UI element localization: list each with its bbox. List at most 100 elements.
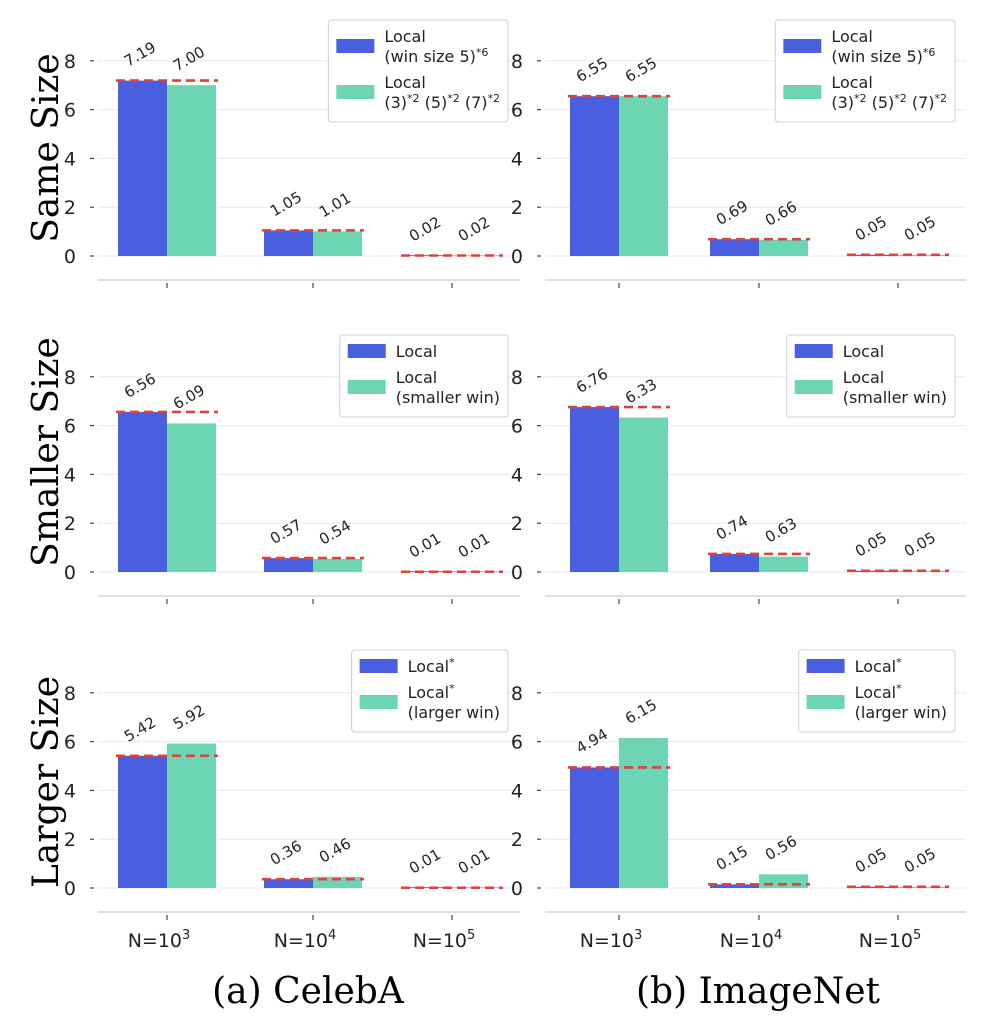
value-label: 0.05 xyxy=(901,212,939,244)
value-label: 5.42 xyxy=(121,713,159,745)
value-label: 7.00 xyxy=(170,43,208,75)
bar-series2-cat1 xyxy=(619,417,668,572)
legend-swatch-series2 xyxy=(347,380,386,394)
legend-label-series1: (win size 5)*6 xyxy=(831,46,935,66)
bar-series1-cat2 xyxy=(710,239,759,256)
caption-imagenet: (b) ImageNet xyxy=(636,971,881,1012)
bar-series1-cat1 xyxy=(570,407,619,572)
x-tick-label: N=104 xyxy=(720,928,783,952)
value-label: 7.19 xyxy=(121,38,159,70)
legend-label-series2: Local xyxy=(843,368,884,387)
y-tick-label: 4 xyxy=(64,780,76,802)
legend-label-series2: (larger win) xyxy=(855,703,947,722)
legend-swatch-series2 xyxy=(806,695,845,709)
legend-swatch-series1 xyxy=(806,659,845,673)
value-label: 0.05 xyxy=(852,528,890,560)
legend-label-series1: (win size 5)*6 xyxy=(384,46,488,66)
y-tick-label: 4 xyxy=(511,148,523,170)
y-tick-label: 4 xyxy=(511,780,523,802)
bar-series2-cat1 xyxy=(167,423,216,572)
y-tick-label: 8 xyxy=(64,683,76,705)
legend-label-series1: Local xyxy=(831,27,872,46)
bar-series1-cat3 xyxy=(849,886,898,888)
bar-series1-cat1 xyxy=(118,411,167,572)
chart-panel-r2c1: 0 2 4 6 8 4.94 0.15 0.05 6.15 0.56 0.05 N=103 N=104 N… xyxy=(511,649,966,952)
y-tick-label: 6 xyxy=(64,100,76,122)
value-label: 5.92 xyxy=(170,701,208,733)
row-label-same-size: Same Size xyxy=(26,53,67,242)
value-label: 0.01 xyxy=(455,529,493,561)
value-label: 6.55 xyxy=(622,54,660,86)
value-label: 1.05 xyxy=(267,188,305,220)
y-tick-label: 2 xyxy=(64,829,76,851)
y-tick-label: 6 xyxy=(511,100,523,122)
bar-series1-cat1 xyxy=(570,96,619,257)
legend-swatch-series2 xyxy=(794,380,833,394)
legend-label-series2: Local xyxy=(396,368,437,387)
value-label: 4.94 xyxy=(573,725,611,757)
legend-label-series2: (3)*2 (5)*2 (7)*2 xyxy=(831,92,947,112)
x-tick-label: N=103 xyxy=(128,928,191,952)
bar-series2-cat1 xyxy=(167,85,216,256)
value-label: 0.69 xyxy=(713,197,751,229)
x-tick-label: N=105 xyxy=(859,928,922,952)
value-label: 0.05 xyxy=(852,212,890,244)
bar-series2-cat2 xyxy=(759,874,808,888)
bar-series1-cat3 xyxy=(403,571,452,572)
legend-label-series2: Local* xyxy=(408,682,455,702)
value-label: 0.74 xyxy=(713,511,751,543)
y-tick-label: 6 xyxy=(64,732,76,754)
y-tick-label: 4 xyxy=(64,464,76,486)
y-tick-label: 0 xyxy=(64,562,76,584)
y-tick-label: 8 xyxy=(511,51,523,73)
value-label: 0.01 xyxy=(406,529,444,561)
bar-series2-cat2 xyxy=(313,558,362,572)
row-label-larger-size: Larger Size xyxy=(26,676,67,888)
value-label: 0.02 xyxy=(455,213,493,245)
legend-label-series1: Local xyxy=(384,27,425,46)
bar-series2-cat1 xyxy=(619,737,668,888)
legend: Local*Local*(larger win) xyxy=(798,649,956,733)
y-tick-label: 8 xyxy=(511,683,523,705)
y-tick-label: 6 xyxy=(511,416,523,438)
bar-series1-cat2 xyxy=(264,879,313,888)
bar-series2-cat2 xyxy=(759,556,808,572)
x-tick-label: N=103 xyxy=(580,928,643,952)
legend-label-series2: (larger win) xyxy=(408,703,500,722)
bar-series1-cat1 xyxy=(118,755,167,888)
x-tick-label: N=105 xyxy=(413,928,476,952)
value-label: 0.01 xyxy=(406,845,444,877)
legend-label-series2: Local xyxy=(384,73,425,92)
legend: Local*Local*(larger win) xyxy=(351,649,509,733)
y-tick-label: 2 xyxy=(511,829,523,851)
y-tick-label: 8 xyxy=(64,367,76,389)
bar-series2-cat1 xyxy=(167,743,216,888)
value-label: 0.02 xyxy=(406,213,444,245)
y-tick-label: 0 xyxy=(511,562,523,584)
bar-series2-cat2 xyxy=(759,239,808,256)
value-label: 1.01 xyxy=(316,189,354,221)
legend-label-series1: Local xyxy=(396,342,437,361)
x-tick-label: N=104 xyxy=(274,928,337,952)
legend-label-series2: Local xyxy=(831,73,872,92)
value-label: 0.05 xyxy=(852,844,890,876)
value-label: 0.05 xyxy=(901,528,939,560)
legend-swatch-series1 xyxy=(347,344,386,358)
caption-celeba: (a) CelebA xyxy=(212,971,405,1012)
y-tick-label: 6 xyxy=(511,732,523,754)
bar-series1-cat3 xyxy=(849,570,898,572)
y-tick-label: 0 xyxy=(64,246,76,268)
bar-series2-cat2 xyxy=(313,876,362,888)
legend-label-series1: Local* xyxy=(855,656,902,676)
y-tick-label: 4 xyxy=(511,464,523,486)
figure-labels: Same Size Smaller Size Larger Size (a) C… xyxy=(26,53,881,1012)
legend-label-series2: Local* xyxy=(855,682,902,702)
bar-series1-cat2 xyxy=(710,884,759,888)
value-label: 0.15 xyxy=(713,842,751,874)
